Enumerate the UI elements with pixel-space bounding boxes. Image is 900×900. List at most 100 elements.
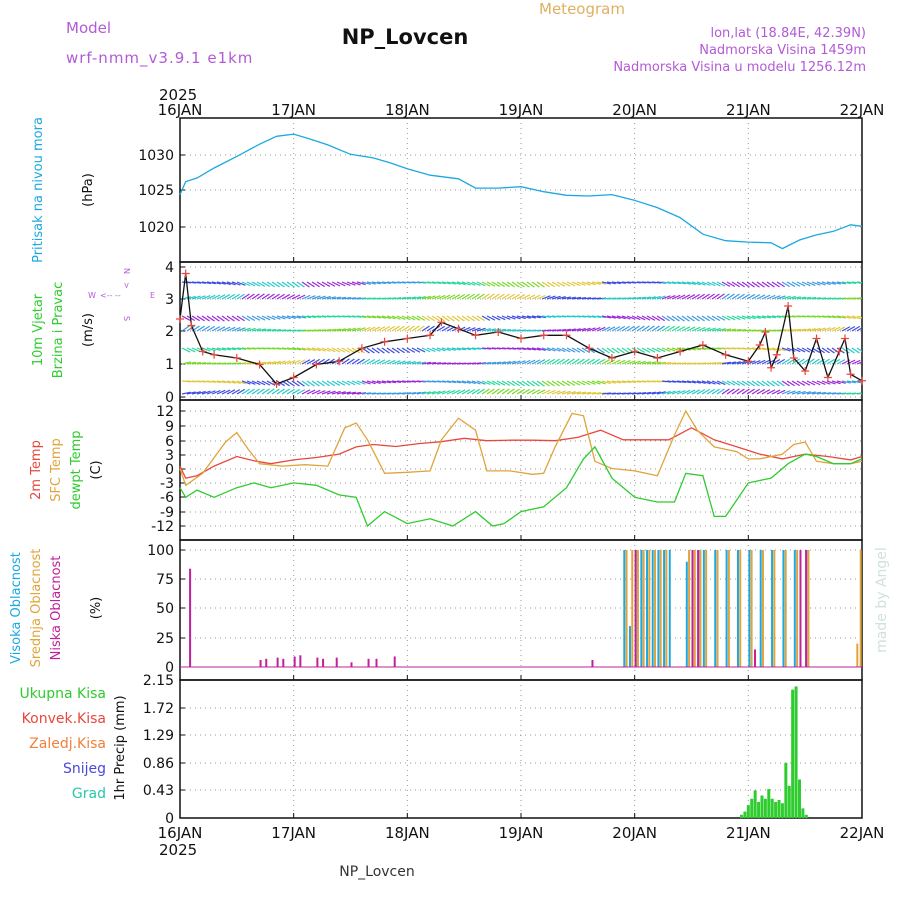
wind-arrow bbox=[526, 389, 536, 395]
cloud-bar bbox=[299, 655, 302, 667]
wind-arrow bbox=[851, 315, 861, 320]
wind-arrow bbox=[856, 347, 862, 352]
wind-arrow bbox=[436, 347, 446, 352]
wind-arrow bbox=[516, 388, 525, 395]
wind-arrow bbox=[651, 347, 661, 353]
wind-arrow bbox=[341, 380, 351, 386]
wind-arrow bbox=[276, 315, 286, 320]
cloud-bar bbox=[640, 550, 643, 667]
wind-arrow bbox=[566, 391, 576, 395]
wind-arrow bbox=[561, 281, 571, 287]
wind-arrow bbox=[481, 361, 491, 365]
top-tick-label: 20JAN bbox=[612, 101, 657, 119]
wind-arrow bbox=[841, 281, 851, 285]
wind-arrow bbox=[246, 327, 256, 332]
wind-gust-marker bbox=[761, 328, 770, 336]
wind-arrow bbox=[561, 390, 571, 395]
wind-arrow bbox=[306, 295, 316, 300]
wind-arrow bbox=[416, 391, 426, 395]
wind-arrow bbox=[211, 315, 220, 322]
pressure-panel: 1030 1025 1020 bbox=[138, 117, 863, 263]
wind-gust-marker bbox=[176, 315, 184, 323]
wind-arrow bbox=[646, 391, 656, 395]
wind-arrow bbox=[496, 380, 506, 386]
wind-arrow bbox=[206, 390, 216, 395]
wind-arrow bbox=[236, 347, 246, 350]
wind-arrow bbox=[621, 347, 630, 354]
wind-arrow bbox=[761, 347, 771, 351]
wind-arrow bbox=[681, 326, 691, 332]
wind-arrow bbox=[686, 380, 696, 384]
wind-arrow bbox=[701, 293, 710, 300]
wind-arrow bbox=[311, 380, 320, 387]
wind-arrow bbox=[331, 296, 341, 300]
wind-arrow bbox=[336, 347, 346, 353]
wind-arrow bbox=[771, 295, 781, 300]
wind-arrow bbox=[766, 315, 776, 319]
wind-arrow bbox=[831, 358, 841, 365]
wind-arrow bbox=[631, 315, 641, 321]
compass-w: W bbox=[88, 291, 96, 300]
wind-arrow bbox=[516, 347, 526, 351]
wind-arrow bbox=[551, 281, 561, 288]
wind-arrow bbox=[491, 281, 501, 287]
wind-arrow bbox=[206, 325, 216, 332]
wind-arrow bbox=[571, 391, 581, 395]
wind-arrow bbox=[236, 380, 246, 385]
y-tick-label: 100 bbox=[147, 543, 174, 559]
wind-arrow bbox=[806, 391, 816, 395]
wind-arrow bbox=[671, 390, 681, 395]
wind-arrow bbox=[566, 347, 576, 353]
wind-arrow bbox=[296, 294, 306, 300]
wind-arrow bbox=[521, 388, 531, 395]
cloud-bar bbox=[591, 659, 594, 667]
wind-arrow bbox=[541, 380, 550, 387]
wind-arrow bbox=[816, 391, 826, 395]
wind-arrow bbox=[251, 315, 261, 321]
wind-arrow bbox=[211, 380, 221, 384]
wind-arrow bbox=[816, 327, 826, 332]
wind-arrow bbox=[381, 315, 391, 320]
wind-arrow bbox=[431, 347, 441, 352]
wind-arrow bbox=[261, 281, 271, 288]
wind-arrow bbox=[471, 347, 481, 350]
wind-arrow bbox=[686, 326, 696, 332]
wind-arrow bbox=[801, 391, 811, 395]
wind-gust-marker bbox=[784, 302, 793, 310]
wind-arrow bbox=[496, 293, 505, 300]
bottom-time-axis: 16JAN 17JAN 18JAN 19JAN 20JAN 21JAN 22JAN bbox=[158, 824, 885, 842]
wind-arrow bbox=[706, 315, 716, 322]
wind-arrow bbox=[316, 358, 325, 365]
y-tick-label: -12 bbox=[151, 519, 174, 535]
wind-arrow bbox=[451, 380, 461, 384]
cloud-bar bbox=[367, 658, 370, 667]
wind-arrow bbox=[351, 347, 360, 354]
wind-arrow bbox=[771, 380, 780, 387]
wind-arrow bbox=[746, 293, 756, 300]
wind-arrow bbox=[426, 390, 436, 395]
wind-arrow bbox=[726, 293, 735, 300]
wind-arrow bbox=[556, 347, 566, 353]
wind-arrow bbox=[221, 315, 230, 322]
precip-bar bbox=[794, 686, 798, 818]
wind-arrow bbox=[441, 390, 451, 395]
wind-arrow bbox=[596, 281, 606, 285]
wind-arrow bbox=[326, 380, 336, 387]
wind-arrow bbox=[311, 315, 321, 318]
wind-arrow bbox=[421, 325, 430, 332]
wind-arrow bbox=[216, 347, 226, 351]
cloud-bar bbox=[646, 550, 649, 667]
wind-arrow bbox=[741, 281, 750, 288]
wind-arrow bbox=[271, 360, 281, 365]
wind-arrow bbox=[426, 325, 435, 332]
wind-gust-marker bbox=[255, 360, 264, 369]
wind-unit: (m/s) bbox=[81, 313, 96, 347]
wind-arrow bbox=[746, 347, 756, 350]
wind-arrow bbox=[221, 380, 231, 384]
wind-arrow bbox=[321, 295, 331, 300]
wind-arrow bbox=[766, 389, 776, 395]
wind-arrow bbox=[361, 392, 372, 395]
wind-arrow bbox=[406, 391, 416, 395]
wind-arrow bbox=[586, 380, 596, 385]
wind-arrow bbox=[186, 347, 196, 353]
